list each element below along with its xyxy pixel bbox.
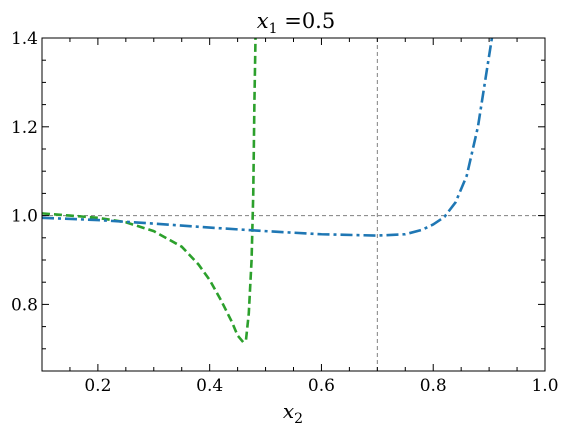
x-tick-label: 0.2 [84, 376, 111, 396]
plot-background [42, 38, 545, 371]
series-layer [42, 38, 494, 344]
series-line-2 [42, 38, 494, 237]
x-tick-label: 0.8 [420, 376, 447, 396]
axis-ticks [42, 37, 546, 371]
x-axis-title: x2 [283, 399, 303, 427]
tick-labels: 0.2 0.4 0.6 0.8 1.0 0.8 1.0 1.2 1.4 [11, 29, 559, 396]
y-tick-label: 0.8 [11, 295, 38, 315]
x-tick-label: 1.0 [531, 376, 558, 396]
chart-title: x1 =0.5 [257, 9, 335, 37]
y-tick-label: 1.2 [11, 118, 38, 138]
y-tick-label: 1.4 [11, 29, 38, 49]
y-tick-label: 1.0 [11, 207, 38, 227]
x-tick-label: 0.4 [196, 376, 223, 396]
x-tick-label: 0.6 [308, 376, 335, 396]
